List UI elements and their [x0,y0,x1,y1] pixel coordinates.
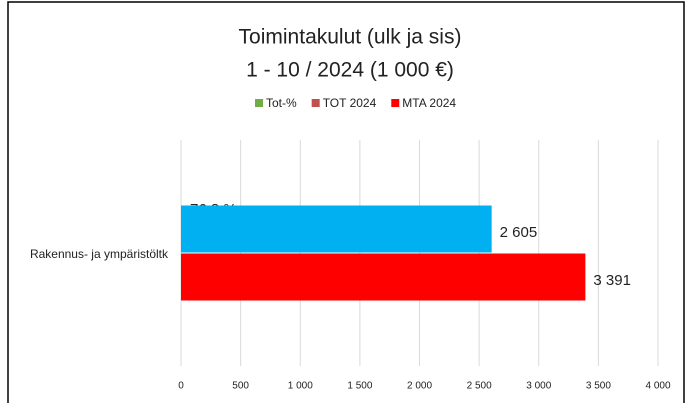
x-tick-label: 3 500 [586,381,611,392]
y-tick-label: Rakennus- ja ympäristöltk [30,247,169,261]
bar [181,253,586,301]
data-label: 2 605 [500,224,538,241]
x-tick-label: 1 500 [347,381,372,392]
x-tick-label: 500 [232,381,249,392]
chart-title: Toimintakulut (ulk ja sis) [239,26,462,49]
legend-label: Tot-% [266,96,297,110]
legend-swatch [255,99,263,107]
legend-swatch [391,99,400,107]
x-tick-label: 4 000 [645,381,670,392]
chart-frame [7,1,685,403]
bar [181,175,190,191]
x-tick-label: 2 500 [467,381,492,392]
data-label: 3 391 [593,272,631,289]
chart-subtitle: 1 - 10 / 2024 (1 000 €) [246,59,454,82]
x-tick-label: 1 000 [288,381,313,392]
legend-swatch [311,99,320,107]
bar [181,205,492,253]
x-tick-label: 0 [178,381,184,392]
x-tick-label: 3 000 [526,381,551,392]
x-tick-label: 2 000 [407,381,432,392]
legend-label: MTA 2024 [402,96,456,110]
legend-label: TOT 2024 [323,96,377,110]
